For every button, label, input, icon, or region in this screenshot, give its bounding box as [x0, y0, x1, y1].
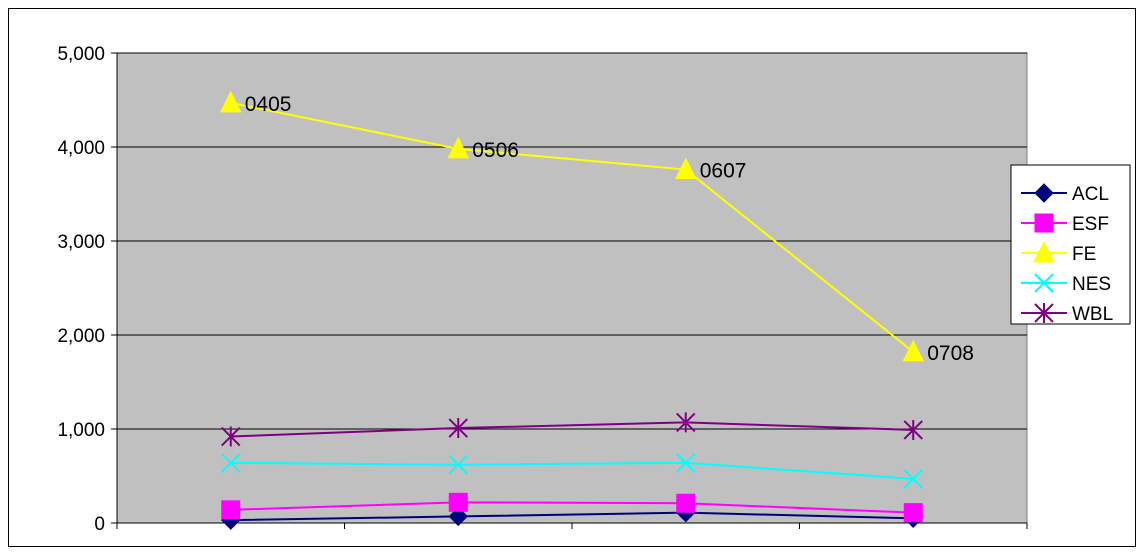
- y-tick-label: 0: [94, 514, 105, 535]
- legend-item-acl: ACL: [1021, 183, 1109, 205]
- data-point-marker: [903, 469, 923, 489]
- legend-marker: [1033, 240, 1055, 263]
- data-point-marker: [676, 412, 696, 433]
- y-tick-label: 2,000: [57, 326, 105, 347]
- series-esf: [221, 492, 923, 523]
- data-point-marker: [676, 453, 696, 473]
- legend-marker: [1034, 273, 1054, 293]
- data-point-marker: [221, 426, 241, 447]
- legend-item-esf: ESF: [1021, 213, 1109, 235]
- series-line: [230, 101, 914, 353]
- legend-marker: [1034, 303, 1054, 323]
- data-point-marker: [448, 492, 468, 512]
- legend-marker: [1034, 213, 1054, 233]
- y-tick-label: 4,000: [57, 138, 105, 159]
- y-tick-label: 5,000: [57, 44, 105, 65]
- series-group: [219, 90, 925, 530]
- data-point-marker: [448, 418, 468, 439]
- series-line: [230, 461, 914, 480]
- legend-item-fe: FE: [1021, 240, 1096, 265]
- data-point-marker: [448, 455, 468, 475]
- series-line: [230, 421, 914, 438]
- data-point-marker: [447, 136, 470, 159]
- legend: ACL ESF FE NES WBL: [1010, 164, 1131, 325]
- plot-area: [116, 52, 1028, 524]
- series-line: [230, 511, 914, 522]
- legend-label: ACL: [1072, 184, 1109, 205]
- data-point-marker: [448, 506, 468, 527]
- data-labels: 0405 0506 0607 0708: [245, 93, 974, 365]
- y-tick-label: 1,000: [57, 420, 105, 441]
- data-point-marker: [902, 339, 925, 362]
- y-axis-ticks: 0 1,000 2,000 3,000 4,000 5,000: [57, 44, 1028, 535]
- data-point-marker: [674, 157, 697, 180]
- chart-frame: 0 1,000 2,000 3,000 4,000 5,000 0405 0506 0607 0…: [8, 8, 1136, 547]
- data-label: 0506: [472, 139, 519, 162]
- data-point-marker: [221, 453, 241, 473]
- data-point-marker: [676, 493, 696, 513]
- series-line: [230, 501, 914, 514]
- data-label: 0405: [245, 93, 292, 116]
- data-label: 0607: [700, 160, 747, 183]
- legend-label: WBL: [1072, 304, 1113, 325]
- legend-label: ESF: [1072, 214, 1109, 235]
- series-fe: [219, 90, 925, 362]
- legend-marker: [1034, 183, 1054, 203]
- data-point-marker: [903, 503, 923, 523]
- data-point-marker: [219, 90, 242, 113]
- legend-label: FE: [1072, 244, 1096, 265]
- legend-label: NES: [1072, 274, 1111, 295]
- data-point-marker: [903, 419, 923, 440]
- legend-item-nes: NES: [1021, 273, 1111, 295]
- series-nes: [221, 453, 923, 489]
- data-point-marker: [221, 500, 241, 520]
- y-tick-label: 3,000: [57, 232, 105, 253]
- legend-box: [1010, 164, 1131, 325]
- data-label: 0708: [927, 342, 974, 365]
- series-wbl: [221, 412, 923, 447]
- legend-item-wbl: WBL: [1021, 303, 1113, 325]
